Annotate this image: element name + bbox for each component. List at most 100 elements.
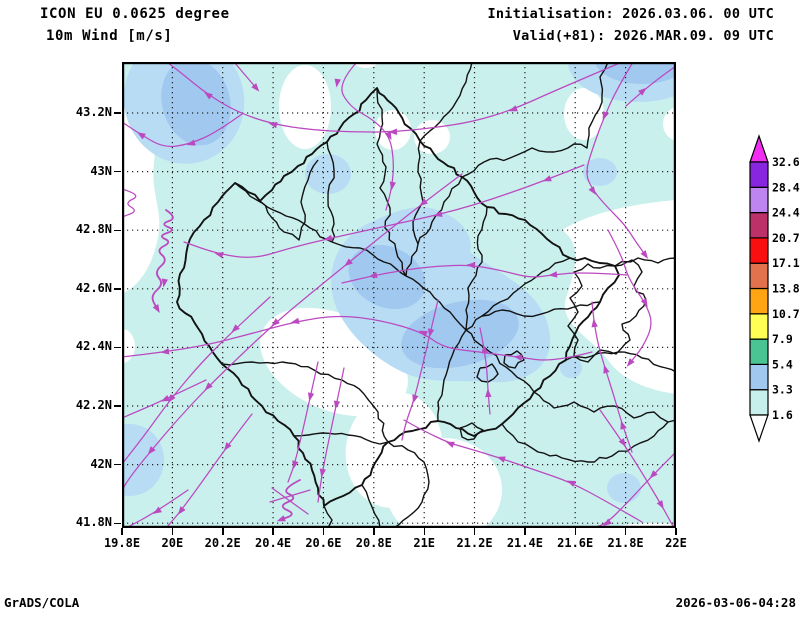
x-axis-label: 21.8E: [607, 536, 644, 550]
colorbar-level-label: 5.4: [772, 357, 793, 371]
y-axis-label: 42N: [90, 456, 112, 471]
streamline-arrowhead: [428, 328, 435, 338]
streamline-arrowhead: [251, 83, 260, 92]
streamline-arrowhead: [290, 317, 300, 325]
streamline-arrowhead: [640, 298, 648, 308]
admin-boundary: [405, 140, 424, 277]
streamline-arrowhead: [513, 354, 523, 361]
field-title: 10m Wind [m/s]: [46, 28, 173, 44]
streamline-arrowhead: [334, 78, 341, 88]
wind-streamline: [625, 65, 676, 107]
wind-speed-colorbar: 1.6 3.3 5.4 7.9 10.7 13.8 17.1 20.7 24.4 28.4 32.6: [742, 128, 800, 450]
x-axis-tick: [574, 528, 577, 535]
shade-level-2-core: [161, 62, 231, 146]
streamline-arrowhead: [319, 468, 327, 478]
x-axis-label: 20E: [161, 536, 184, 550]
streamline-arrowhead: [276, 515, 286, 522]
map-frame: [121, 61, 677, 529]
colorbar-below-arrow: [749, 414, 769, 443]
y-axis-tick: [114, 522, 121, 525]
streamline-arrowhead: [433, 210, 443, 217]
streamline-arrowhead: [626, 358, 635, 367]
wind-streamline: [151, 209, 174, 311]
valid-time-label: Valid(+81): 2026.MAR.09. 09 UTC: [512, 28, 774, 44]
streamline-arrowhead: [591, 318, 598, 328]
admin-boundary: [221, 361, 389, 443]
admin-boundary: [419, 62, 473, 142]
admin-boundary: [323, 505, 333, 528]
x-axis-label: 20.8E: [355, 536, 392, 550]
wind-streamline: [586, 62, 647, 257]
x-axis-tick: [222, 528, 224, 535]
streamline-arrowhead: [307, 392, 315, 402]
streamline-arrowhead: [656, 500, 664, 510]
shade-below-min: [279, 65, 331, 149]
streamline-arrowhead: [412, 394, 419, 404]
streamline-arrowhead: [588, 186, 596, 195]
shade-below-min: [122, 329, 135, 363]
y-axis-label: 41.8N: [75, 515, 112, 530]
streamline-arrowhead: [271, 318, 280, 327]
x-axis-label: 20.2E: [204, 536, 241, 550]
wind-streamline: [122, 188, 137, 218]
streamline-arrowhead: [389, 181, 396, 191]
wind-streamline: [166, 62, 623, 133]
x-axis-tick: [473, 528, 476, 535]
x-axis-tick: [373, 528, 375, 535]
streamline-arrowhead: [640, 250, 649, 259]
colorbar-level-label: 17.1: [772, 256, 800, 270]
shade-level-2-core: [594, 62, 676, 84]
colorbar-level-label: 3.3: [772, 383, 793, 397]
streamline-arrowhead: [603, 518, 612, 527]
colorbar-segment: [749, 313, 769, 340]
shade-below-min: [562, 200, 676, 394]
streamline-arrowhead: [542, 175, 552, 182]
x-axis-tick: [624, 528, 627, 535]
admin-boundary: [461, 62, 609, 178]
shade-level-2-core: [348, 244, 426, 310]
y-axis-label: 43N: [90, 163, 112, 178]
admin-boundary: [465, 206, 488, 331]
x-axis-tick: [171, 528, 174, 535]
streamline-arrowhead: [388, 128, 398, 135]
shade-below-min: [122, 108, 160, 294]
streamline-arrowhead: [333, 400, 341, 410]
shade-below-min: [386, 438, 502, 528]
wind-streamline: [233, 62, 258, 90]
admin-boundary: [437, 329, 467, 422]
x-axis-label: 21E: [413, 536, 436, 550]
x-axis-label: 21.2E: [456, 536, 493, 550]
streamline-arrowhead: [292, 460, 299, 470]
shade-level-2: [583, 158, 617, 186]
wind-streamline: [401, 299, 439, 441]
grads-credit: GrADS/COLA: [4, 595, 80, 610]
admin-boundary: [465, 329, 535, 393]
streamline-arrowhead: [167, 394, 176, 403]
streamline-arrowhead: [649, 470, 658, 479]
colorbar-level-label: 32.6: [772, 155, 800, 169]
streamline-arrowhead: [620, 420, 627, 430]
colorbar-level-label: 24.4: [772, 206, 800, 220]
colorbar-above-arrow: [749, 134, 769, 163]
wind-streamline: [341, 62, 394, 211]
x-axis-tick: [524, 528, 526, 535]
wind-map-canvas: [121, 61, 677, 529]
streamline-arrowhead: [508, 105, 518, 112]
colorbar-level-label: 10.7: [772, 307, 800, 321]
y-axis-label: 42.8N: [75, 222, 112, 237]
model-title: ICON EU 0.0625 degree: [40, 6, 230, 22]
shade-below-min: [663, 107, 676, 141]
y-axis-label: 42.2N: [75, 398, 112, 412]
admin-boundary: [481, 301, 601, 318]
y-axis-tick: [114, 170, 121, 173]
y-axis-tick: [114, 405, 121, 407]
init-time-label: Initialisation: 2026.03.06. 00 UTC: [487, 6, 774, 22]
wind-streamline: [122, 296, 271, 465]
y-axis-label: 42.6N: [75, 280, 112, 295]
streamline-arrowhead: [485, 388, 492, 398]
streamline-arrowhead: [160, 395, 170, 402]
wind-streamline: [183, 164, 585, 258]
colorbar-level-label: 20.7: [772, 231, 800, 245]
streamline-arrowhead: [418, 330, 428, 337]
y-axis-tick: [114, 112, 121, 114]
